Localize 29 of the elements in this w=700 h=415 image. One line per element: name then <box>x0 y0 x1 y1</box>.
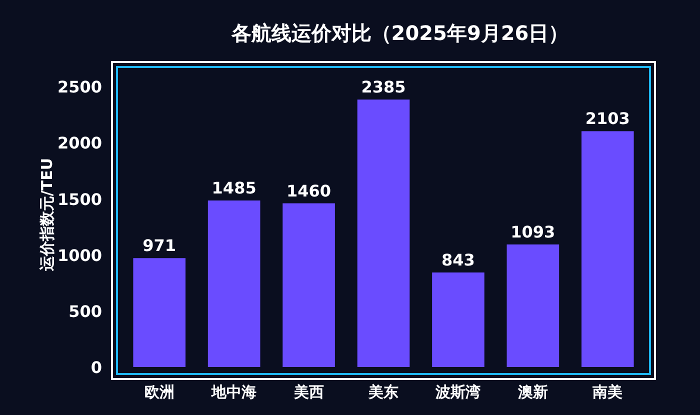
bar <box>208 200 260 367</box>
data-label: 2385 <box>361 78 406 97</box>
y-tick-label: 1500 <box>57 190 102 209</box>
x-tick-label: 澳新 <box>516 383 548 401</box>
y-axis-title: 运价指数元/TEU <box>38 158 56 272</box>
x-tick-label: 地中海 <box>210 383 257 401</box>
data-label: 1485 <box>212 178 256 198</box>
data-label: 1460 <box>286 181 332 200</box>
y-tick-label: 2000 <box>57 134 102 153</box>
bar <box>357 100 410 367</box>
data-label: 1093 <box>510 222 556 242</box>
x-tick-label: 欧洲 <box>144 383 174 401</box>
x-tick-label: 美西 <box>292 383 324 401</box>
bar <box>506 244 560 367</box>
data-label: 971 <box>142 236 176 256</box>
y-tick-label: 2500 <box>57 78 102 97</box>
x-tick-label: 美东 <box>368 383 398 401</box>
bar <box>133 258 186 367</box>
y-tick-label: 0 <box>90 358 102 377</box>
y-tick-label: 500 <box>68 302 102 321</box>
chart-title: 各航线运价对比（2025年9月26日） <box>230 21 569 45</box>
bar <box>282 203 335 367</box>
x-tick-label: 波斯湾 <box>434 383 481 401</box>
bar <box>581 131 634 367</box>
x-tick-label: 南美 <box>592 383 623 401</box>
data-label: 2103 <box>585 109 630 128</box>
data-label: 843 <box>442 250 475 270</box>
y-tick-label: 1000 <box>57 246 102 265</box>
bar <box>432 272 484 367</box>
